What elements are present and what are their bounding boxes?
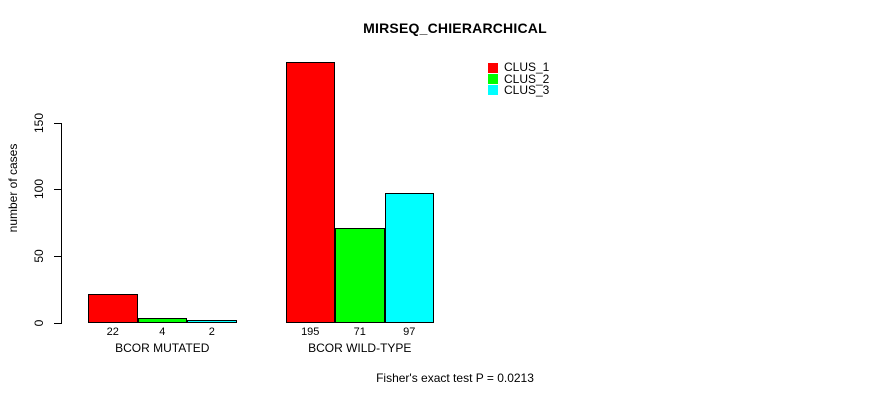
- bar-value-label: 195: [301, 326, 320, 338]
- y-tick-label: 0: [32, 319, 46, 327]
- y-axis-tick: [54, 256, 61, 258]
- bar-clus_3-group1: [187, 320, 237, 323]
- legend-label: CLUS_2: [504, 71, 550, 86]
- bar-value-label: 2: [208, 326, 215, 338]
- legend-label: CLUS_1: [504, 60, 550, 75]
- legend-item-clus_3: CLUS_3: [488, 82, 550, 97]
- x-category-label: BCOR MUTATED: [115, 341, 210, 355]
- legend-swatch-icon: [488, 74, 498, 85]
- legend: CLUS_1 CLUS_2 CLUS_3: [488, 60, 550, 97]
- y-axis-tick: [54, 189, 61, 191]
- bar-value-label: 22: [106, 326, 119, 338]
- legend-swatch-icon: [488, 62, 498, 73]
- y-axis-label: number of cases: [6, 143, 20, 233]
- bar-value-label: 4: [159, 326, 166, 338]
- y-tick-label: 100: [32, 179, 46, 200]
- x-category-label: BCOR WILD-TYPE: [308, 341, 412, 355]
- bar-clus_3-group2: [384, 193, 434, 323]
- chart-title: MIRSEQ_CHIERARCHICAL: [363, 20, 547, 36]
- bar-clus_2-group1: [137, 318, 187, 323]
- y-axis-tick: [54, 323, 61, 324]
- y-tick-label: 50: [32, 249, 46, 263]
- legend-item-clus_1: CLUS_1: [488, 60, 550, 75]
- bar-value-label: 97: [403, 326, 416, 338]
- legend-label: CLUS_3: [504, 82, 550, 97]
- legend-swatch-icon: [488, 85, 498, 96]
- legend-item-clus_2: CLUS_2: [488, 71, 550, 86]
- bar-value-label: 71: [353, 326, 366, 338]
- y-axis-tick: [54, 122, 61, 124]
- y-tick-label: 150: [32, 112, 46, 133]
- bar-clus_2-group2: [335, 228, 385, 323]
- annotation-text: Fisher's exact test P = 0.0213: [376, 371, 534, 385]
- bar-clus_1-group2: [285, 62, 335, 323]
- bar-clus_1-group1: [88, 294, 138, 323]
- y-axis-line: [61, 122, 62, 324]
